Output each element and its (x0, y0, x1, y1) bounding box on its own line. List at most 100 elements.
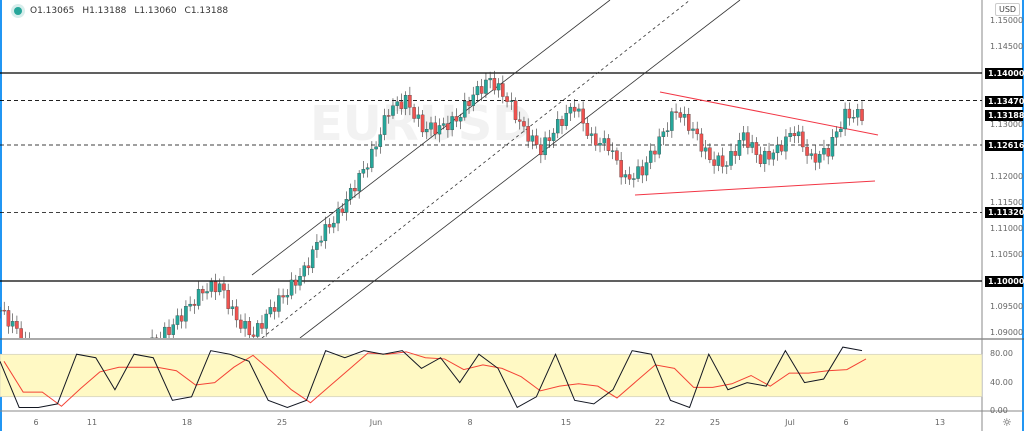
stoch-k-line (0, 346, 863, 409)
channel-lower-line[interactable] (299, 0, 741, 338)
candle (348, 187, 353, 200)
candle (826, 148, 830, 157)
candle (860, 109, 864, 121)
candle (6, 310, 11, 327)
channel-mid-line[interactable] (261, 0, 691, 338)
candle (729, 151, 733, 166)
candle (843, 108, 847, 130)
candle (310, 249, 315, 269)
candle (15, 321, 19, 329)
candle (437, 125, 442, 135)
ohlc-legend: O1.13065 H1.13188 L1.13060 C1.13188 (14, 6, 228, 16)
candle (154, 337, 159, 338)
candle (395, 101, 399, 106)
channel-upper-line[interactable] (251, 0, 611, 276)
candle (159, 340, 162, 342)
price-label: 1.13470 (985, 95, 1024, 107)
candle (353, 187, 357, 192)
candle (856, 109, 860, 118)
candle (463, 100, 467, 118)
candle (665, 130, 670, 132)
candle (10, 321, 15, 327)
candle (746, 132, 750, 148)
candle (298, 276, 302, 286)
time-tick: 13 (934, 418, 946, 427)
candle (412, 107, 416, 119)
candle (615, 150, 619, 161)
candle (217, 283, 222, 293)
candle (163, 326, 167, 338)
candle (226, 290, 230, 309)
candle (479, 86, 484, 94)
candle (340, 208, 345, 213)
candle (513, 100, 518, 120)
candle (179, 315, 184, 322)
candle (150, 337, 154, 338)
candle (370, 148, 374, 168)
time-tick: 22 (654, 418, 666, 427)
candle (484, 79, 488, 94)
candle (357, 173, 361, 192)
candle (399, 101, 404, 109)
symbol-status-icon (14, 7, 22, 15)
price-tick: 1.10500 (990, 250, 1024, 259)
candle (488, 78, 492, 81)
candle (475, 86, 480, 96)
stoch-band (0, 353, 983, 398)
candle (830, 137, 835, 157)
candle (374, 146, 378, 150)
candle (788, 133, 792, 138)
price-tick: 1.09500 (990, 302, 1024, 311)
time-tick: 25 (276, 418, 288, 427)
stoch-tick: 40.00 (990, 377, 1013, 387)
candle (188, 303, 192, 307)
candle (251, 334, 256, 337)
candle (648, 150, 653, 163)
candle (509, 100, 514, 102)
candle (712, 159, 716, 166)
candle (817, 154, 822, 163)
triangle-upper-line[interactable] (659, 91, 879, 136)
candle (539, 144, 543, 156)
candle (239, 319, 243, 329)
candle (568, 106, 573, 114)
candle (640, 166, 645, 176)
candle (526, 126, 530, 142)
candle (560, 119, 564, 126)
candle (534, 135, 539, 145)
candle (670, 111, 674, 131)
time-tick: 8 (467, 418, 473, 427)
candle (205, 291, 209, 294)
candle (517, 119, 522, 122)
candle (733, 151, 737, 156)
currency-button[interactable]: USD (995, 3, 1021, 16)
candle (623, 174, 628, 178)
candle (175, 315, 180, 325)
candle (725, 165, 729, 167)
candle (332, 222, 336, 228)
price-tick: 1.12000 (990, 172, 1024, 181)
triangle-lower-line[interactable] (634, 180, 876, 196)
candle (129, 349, 132, 355)
candle (441, 123, 446, 126)
candle (737, 140, 742, 156)
candle (268, 307, 273, 315)
candle (564, 112, 568, 126)
candle (289, 279, 294, 296)
price-tick: 1.11500 (990, 198, 1024, 207)
candle (247, 321, 252, 336)
candle (425, 129, 429, 133)
candle (344, 199, 349, 213)
candle (306, 265, 311, 269)
candle (801, 131, 805, 148)
settings-gear-icon[interactable]: ☼ (1002, 416, 1012, 429)
candle (847, 108, 852, 119)
time-tick: 15 (560, 418, 572, 427)
candle (2, 309, 6, 312)
candle (336, 208, 340, 224)
time-tick: 11 (86, 418, 98, 427)
candle (260, 323, 264, 329)
candle (184, 306, 188, 322)
